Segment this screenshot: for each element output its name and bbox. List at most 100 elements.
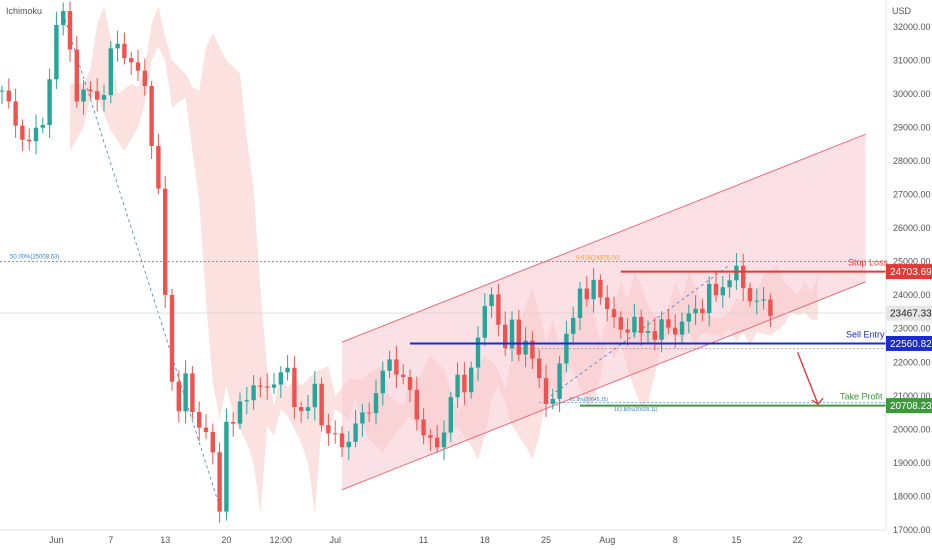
y-tick-label: 22000.00 bbox=[893, 357, 931, 367]
candle-body bbox=[237, 401, 243, 424]
y-tick-label: 29000.00 bbox=[893, 122, 931, 132]
candle-body bbox=[129, 58, 134, 63]
candle-body bbox=[88, 89, 93, 92]
y-tick-label: 18000.00 bbox=[893, 491, 931, 501]
y-tick-label: 25000.00 bbox=[893, 257, 931, 267]
candles bbox=[0, 1, 773, 523]
candle-body bbox=[339, 433, 345, 448]
candle-body bbox=[292, 367, 297, 408]
y-axis: 17000.00 18000.00 19000.00 20000.00 21000.00… bbox=[893, 22, 931, 535]
take-profit-price: 20708.23 bbox=[890, 401, 932, 412]
x-tick-label: 8 bbox=[673, 535, 678, 545]
trade-levels bbox=[410, 270, 886, 407]
candle-body bbox=[557, 363, 562, 399]
candle-body bbox=[54, 25, 59, 80]
candle-body bbox=[713, 283, 719, 296]
candle-body bbox=[33, 127, 39, 142]
candle-body bbox=[632, 316, 637, 333]
candle-body bbox=[183, 373, 188, 412]
candle-body bbox=[428, 435, 433, 438]
candle-body bbox=[231, 421, 236, 424]
indicator-label[interactable]: Ichimoku bbox=[6, 6, 42, 16]
x-tick-label: Jun bbox=[49, 535, 64, 545]
fib-trend-line bbox=[62, 13, 220, 507]
candle-body bbox=[40, 124, 45, 128]
candle-body bbox=[639, 316, 644, 333]
take-profit-label: Take Profit bbox=[840, 392, 883, 402]
candle-body bbox=[666, 319, 671, 328]
x-tick-label: 15 bbox=[731, 535, 741, 545]
candle-body bbox=[217, 452, 222, 512]
candle-body bbox=[605, 297, 610, 310]
candle-body bbox=[265, 386, 270, 388]
fib-dashed-lines bbox=[0, 13, 886, 507]
candle-body bbox=[530, 340, 535, 359]
candle-body bbox=[373, 393, 379, 414]
ichimoku-cloud bbox=[70, 6, 818, 514]
candle-body bbox=[469, 367, 474, 393]
candle-body bbox=[761, 299, 766, 301]
candle-body bbox=[0, 90, 5, 92]
candle-body bbox=[13, 101, 18, 126]
current-price-box bbox=[886, 305, 932, 321]
candle-body bbox=[81, 89, 86, 102]
cloud-area bbox=[70, 6, 818, 514]
candle-body bbox=[618, 317, 623, 330]
candle-body bbox=[61, 11, 66, 26]
fib-1618-label: 161.80%(20609.11) bbox=[614, 407, 658, 413]
candle-body bbox=[210, 432, 215, 453]
candle-body bbox=[367, 412, 372, 414]
candle-body bbox=[441, 432, 447, 448]
candle-body bbox=[122, 43, 127, 59]
x-tick-label: 20 bbox=[221, 535, 231, 545]
candle-body bbox=[577, 288, 583, 318]
candle-body bbox=[169, 294, 175, 382]
target-arrow-line bbox=[796, 351, 819, 405]
candle-body bbox=[149, 85, 154, 147]
candle-body bbox=[734, 265, 739, 281]
candle-body bbox=[244, 400, 249, 402]
candle-body bbox=[67, 11, 73, 50]
candle-body bbox=[27, 139, 32, 142]
channel-lower-line bbox=[341, 281, 866, 491]
x-tick-label: 22 bbox=[793, 535, 803, 545]
x-axis: Jun 7 13 20 12:00 Jul 11 18 25 Aug 8 15 22 bbox=[49, 535, 802, 545]
candle-body bbox=[163, 188, 168, 295]
candle-body bbox=[523, 340, 528, 355]
candle-body bbox=[754, 300, 759, 302]
candle-body bbox=[142, 70, 147, 86]
candle-body bbox=[645, 331, 651, 333]
stop-loss-price: 24703.69 bbox=[890, 267, 932, 278]
candle-body bbox=[448, 397, 453, 433]
candle-body bbox=[251, 385, 256, 401]
candle-body bbox=[591, 279, 596, 300]
current-price: 23467.33 bbox=[890, 309, 932, 320]
y-tick-label: 31000.00 bbox=[893, 55, 931, 65]
candle-body bbox=[611, 309, 617, 318]
candle-body bbox=[686, 313, 691, 322]
candle-body bbox=[503, 324, 508, 349]
candle-body bbox=[115, 43, 120, 49]
y-tick-label: 24000.00 bbox=[893, 290, 931, 300]
candle-body bbox=[693, 308, 698, 314]
candle-body bbox=[659, 319, 664, 340]
candle-body bbox=[455, 374, 460, 398]
candle-body bbox=[482, 306, 487, 338]
candle-body bbox=[333, 433, 338, 435]
candle-body bbox=[509, 319, 515, 349]
candle-body bbox=[550, 398, 555, 404]
candle-body bbox=[700, 308, 705, 314]
candle-body bbox=[462, 374, 467, 393]
candle-body bbox=[95, 91, 100, 100]
candle-body bbox=[353, 423, 358, 442]
candle-body bbox=[407, 377, 413, 390]
candle-body bbox=[346, 441, 351, 448]
y-tick-label: 30000.00 bbox=[893, 89, 931, 99]
candle-body bbox=[6, 90, 11, 102]
candle-body bbox=[271, 384, 277, 388]
candle-body bbox=[176, 381, 181, 412]
channel-fill bbox=[342, 134, 866, 490]
candle-body bbox=[380, 370, 385, 394]
y-tick-label: 20000.00 bbox=[893, 424, 931, 434]
